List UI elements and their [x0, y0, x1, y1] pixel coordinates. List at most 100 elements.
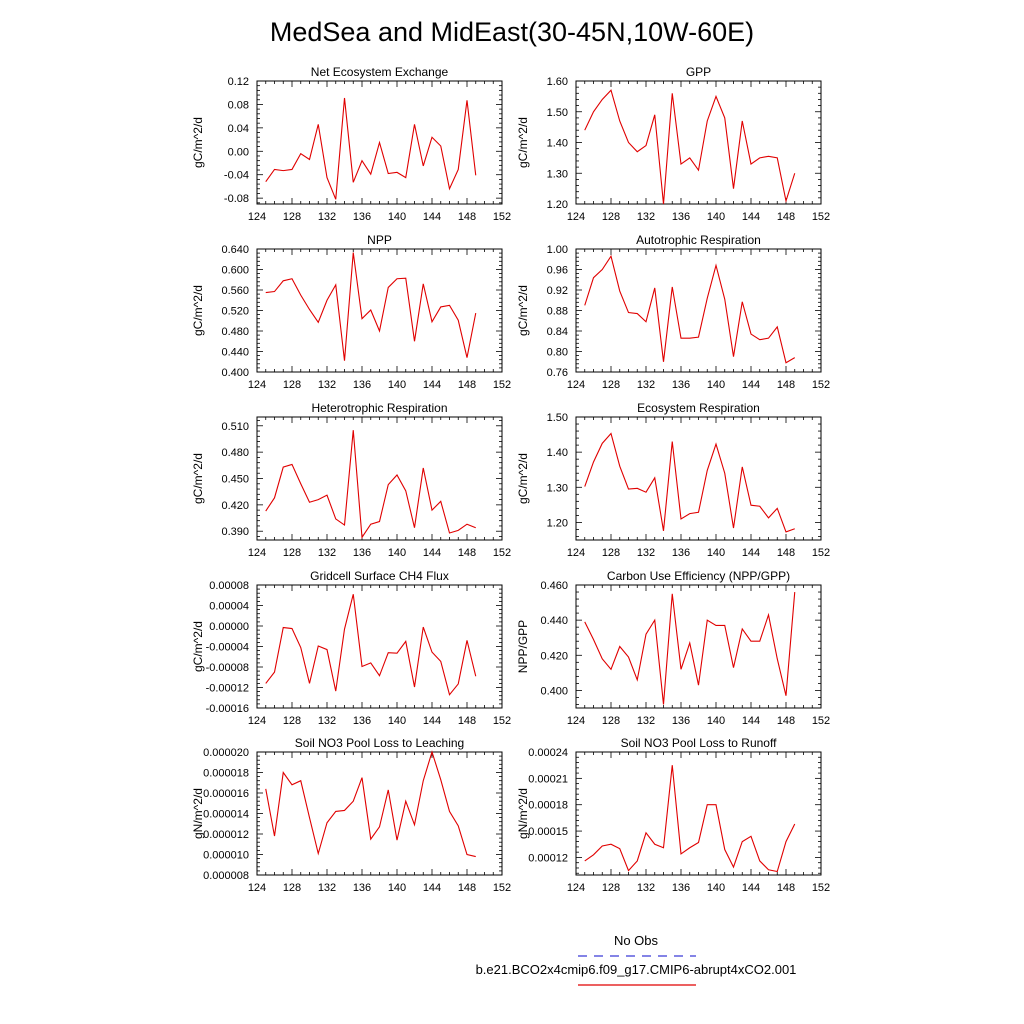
series-line: [584, 765, 796, 873]
data-point: [353, 252, 354, 253]
x-tick-label: 136: [353, 882, 371, 894]
x-tick-label: 148: [777, 882, 795, 894]
data-point: [733, 866, 734, 867]
y-tick-label: 0.000020: [203, 747, 249, 759]
y-tick-label: 0.440: [221, 347, 249, 359]
x-tick-label: 140: [707, 715, 725, 727]
data-point: [370, 174, 371, 175]
data-point: [794, 173, 795, 174]
data-point: [724, 625, 725, 626]
x-tick-label: 144: [423, 547, 441, 559]
data-point: [672, 286, 673, 287]
data-point: [265, 181, 266, 182]
data-point: [466, 640, 467, 641]
data-point: [672, 441, 673, 442]
plot-frame: [575, 751, 822, 876]
x-tick-label: 144: [742, 379, 760, 391]
data-point: [414, 686, 415, 687]
x-tick-label: 152: [493, 379, 511, 391]
data-point: [628, 488, 629, 489]
x-tick-label: 148: [777, 379, 795, 391]
x-tick-label: 148: [458, 882, 476, 894]
data-point: [458, 825, 459, 826]
y-tick-label: 0.00015: [528, 826, 568, 838]
data-point: [440, 145, 441, 146]
x-tick-label: 136: [353, 715, 371, 727]
data-point: [265, 510, 266, 511]
data-point: [423, 626, 424, 627]
data-point: [619, 466, 620, 467]
data-point: [318, 853, 319, 854]
data-point: [759, 157, 760, 158]
data-point: [344, 97, 345, 98]
y-tick-label: 1.50: [547, 412, 568, 424]
y-axis-label: NPP/GPP: [516, 620, 530, 673]
y-tick-label: 0.640: [221, 244, 249, 256]
x-tick-label: 128: [283, 211, 301, 223]
data-point: [309, 817, 310, 818]
data-point: [733, 527, 734, 528]
x-tick-label: 144: [423, 882, 441, 894]
y-tick-label: 1.50: [547, 107, 568, 119]
y-tick-label: 0.00012: [528, 852, 568, 864]
y-tick-label: 0.04: [228, 123, 249, 135]
series-line: [265, 594, 477, 696]
x-tick-label: 132: [637, 379, 655, 391]
data-point: [353, 182, 354, 183]
data-point: [431, 652, 432, 653]
y-tick-label: 1.20: [547, 517, 568, 529]
data-point: [593, 461, 594, 462]
x-tick-label: 132: [637, 715, 655, 727]
y-tick-label: 0.000008: [203, 870, 249, 882]
x-tick-label: 148: [777, 715, 795, 727]
data-point: [283, 627, 284, 628]
x-tick-label: 140: [388, 882, 406, 894]
y-tick-label: -0.00016: [206, 703, 249, 715]
data-point: [645, 145, 646, 146]
data-point: [637, 313, 638, 314]
data-point: [475, 676, 476, 677]
x-tick-label: 124: [248, 547, 266, 559]
y-tick-label: 0.400: [540, 685, 568, 697]
x-tick-label: 140: [388, 547, 406, 559]
x-tick-label: 128: [602, 882, 620, 894]
data-point: [777, 658, 778, 659]
y-tick-label: 1.40: [547, 447, 568, 459]
data-point: [663, 530, 664, 531]
data-point: [654, 620, 655, 621]
data-point: [759, 860, 760, 861]
data-point: [750, 163, 751, 164]
data-point: [593, 639, 594, 640]
x-tick-label: 148: [458, 547, 476, 559]
y-tick-label: -0.00004: [206, 642, 249, 654]
data-point: [584, 305, 585, 306]
data-point: [370, 524, 371, 525]
data-point: [283, 466, 284, 467]
data-point: [698, 512, 699, 513]
series-line: [265, 750, 476, 858]
data-point: [750, 505, 751, 506]
data-point: [423, 467, 424, 468]
data-point: [458, 683, 459, 684]
data-point: [379, 675, 380, 676]
data-point: [654, 844, 655, 845]
data-point: [353, 801, 354, 802]
data-point: [396, 474, 397, 475]
y-tick-label: 0.00000: [209, 621, 249, 633]
data-point: [742, 466, 743, 467]
y-tick-label: 0.420: [221, 500, 249, 512]
data-point: [680, 518, 681, 519]
data-point: [458, 320, 459, 321]
data-point: [628, 656, 629, 657]
x-tick-label: 152: [812, 211, 830, 223]
data-point: [663, 203, 664, 204]
data-point: [742, 841, 743, 842]
data-point: [628, 870, 629, 871]
data-point: [379, 142, 380, 143]
data-point: [707, 120, 708, 121]
data-point: [689, 513, 690, 514]
data-point: [593, 111, 594, 112]
data-point: [794, 528, 795, 529]
x-tick-label: 144: [423, 379, 441, 391]
data-point: [414, 341, 415, 342]
